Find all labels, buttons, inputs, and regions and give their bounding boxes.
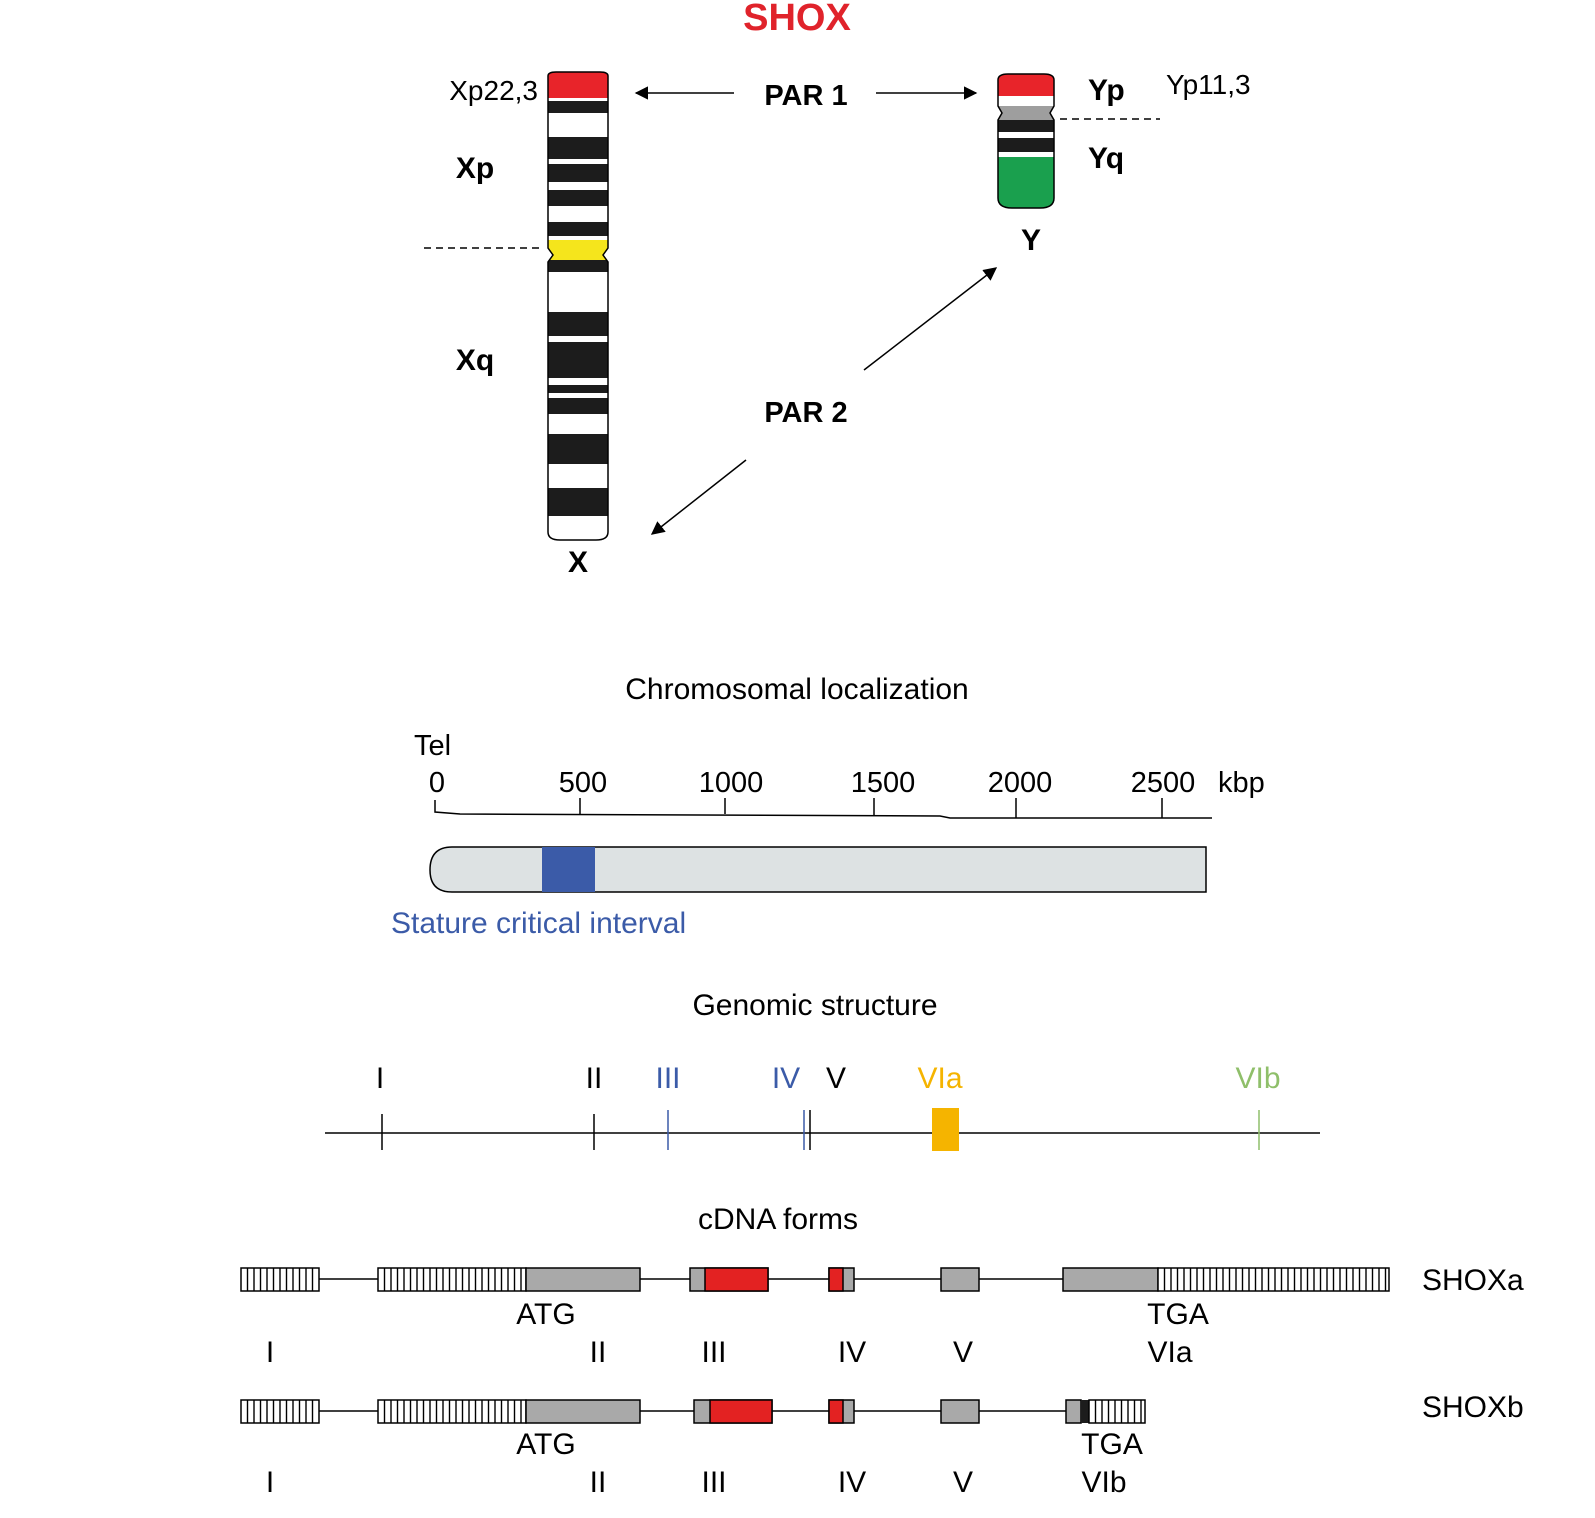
cdna-heading: cDNA forms — [698, 1203, 858, 1236]
shoxb-tga: TGA — [1081, 1428, 1143, 1461]
genomic-exon-marks — [381, 1110, 1260, 1150]
utr-hatch — [1094, 1400, 1142, 1423]
tel-label: Tel — [414, 730, 451, 762]
utr-hatch — [383, 1400, 522, 1423]
shoxb-exon-label: III — [701, 1466, 726, 1499]
shoxa-exon-3-homeobox — [704, 1267, 769, 1292]
genomic-heading: Genomic structure — [692, 989, 937, 1022]
yp-label: Yp — [1088, 74, 1125, 107]
genomic-exon-label: VIb — [1235, 1062, 1280, 1095]
xp-label: Xp — [456, 152, 494, 185]
genomic-exon-label: II — [586, 1062, 603, 1095]
x-label: X — [568, 546, 588, 579]
genomic-exon-label: IV — [772, 1062, 800, 1095]
shoxb-exon-label: I — [266, 1466, 274, 1499]
shoxb-exon-6b-stop — [1081, 1400, 1089, 1423]
shoxa-exon-label: III — [701, 1336, 726, 1369]
shoxa-exon-6a-coding — [1062, 1267, 1159, 1292]
genomic-exon-label: I — [376, 1062, 384, 1095]
shoxa-exon-2-utr — [377, 1267, 527, 1292]
xq-label: Xq — [456, 344, 494, 377]
shoxb-exon-label: VIb — [1081, 1466, 1126, 1499]
stature-interval-label: Stature critical interval — [391, 907, 686, 940]
par2-label: PAR 2 — [764, 397, 847, 429]
shoxa-tga: TGA — [1147, 1298, 1209, 1331]
genomic-exon-label: V — [826, 1062, 846, 1095]
scale-tick-label: 0 — [429, 767, 445, 799]
par1-label: PAR 1 — [764, 80, 847, 112]
shoxa-exon-2-coding — [525, 1267, 641, 1292]
shoxb-exon-label: IV — [838, 1466, 866, 1499]
shoxa-exon-5 — [940, 1267, 980, 1292]
genomic-exon-label: III — [655, 1062, 680, 1095]
shoxa-exon-label: VIa — [1147, 1336, 1192, 1369]
shoxb-exon-5 — [940, 1399, 980, 1424]
x-chromosome — [548, 72, 608, 540]
shoxb-name: SHOXb — [1422, 1391, 1524, 1424]
shoxa-exon-6a-utr — [1157, 1267, 1390, 1292]
scale-axis — [434, 798, 1212, 819]
scale-tick-label: 1500 — [851, 767, 916, 799]
shoxb-exon-6b-coding — [1065, 1399, 1082, 1424]
shoxa-exon-label: V — [953, 1336, 973, 1369]
x-chromosome-outline — [547, 71, 609, 541]
shoxa-name: SHOXa — [1422, 1264, 1524, 1297]
yq-label: Yq — [1088, 142, 1124, 175]
shoxb-exon-label: II — [590, 1466, 607, 1499]
y-band-label: Yp11,3 — [1166, 69, 1251, 100]
genomic-exon-via-block — [932, 1108, 959, 1151]
utr-hatch — [246, 1400, 314, 1423]
shoxb-atg: ATG — [516, 1428, 575, 1461]
scale-tick-label: 500 — [559, 767, 607, 799]
utr-hatch — [246, 1268, 314, 1291]
chromosome-bar — [429, 846, 1207, 893]
genomic-exon-label: VIa — [917, 1062, 962, 1095]
stature-interval-block — [542, 847, 595, 892]
shoxb-exon-2-utr — [377, 1399, 527, 1424]
shoxb-exon-2-coding — [525, 1399, 641, 1424]
shoxa-atg: ATG — [516, 1298, 575, 1331]
shoxb-exon-label: V — [953, 1466, 973, 1499]
par2-arrow-up — [863, 267, 998, 371]
utr-hatch — [383, 1268, 522, 1291]
shoxb-exon-3-homeobox — [709, 1399, 773, 1424]
shoxa-exon-label: II — [590, 1336, 607, 1369]
y-chromosome-outline — [997, 73, 1055, 209]
shoxa-transcript — [240, 1267, 1390, 1292]
shoxb-exon-4-homeobox — [828, 1399, 844, 1424]
shoxb-exon-6b-utr — [1088, 1399, 1146, 1424]
scale-tick-label: 1000 — [699, 767, 764, 799]
x-band-label: Xp22,3 — [449, 75, 538, 106]
shoxa-exon-label: IV — [838, 1336, 866, 1369]
shoxb-transcript — [240, 1399, 1146, 1424]
y-chromosome — [998, 74, 1054, 208]
shoxa-exon-label: I — [266, 1336, 274, 1369]
scale-tick-label: 2000 — [988, 767, 1053, 799]
figure-title: SHOX — [743, 0, 851, 39]
utr-hatch — [1163, 1268, 1387, 1291]
localization-heading: Chromosomal localization — [625, 673, 968, 706]
shoxa-exon-4-homeobox — [828, 1267, 844, 1292]
scale-unit-label: kbp — [1218, 767, 1265, 799]
y-label: Y — [1021, 224, 1041, 257]
scale-tick-label: 2500 — [1131, 767, 1196, 799]
par2-arrow-down — [650, 459, 747, 535]
